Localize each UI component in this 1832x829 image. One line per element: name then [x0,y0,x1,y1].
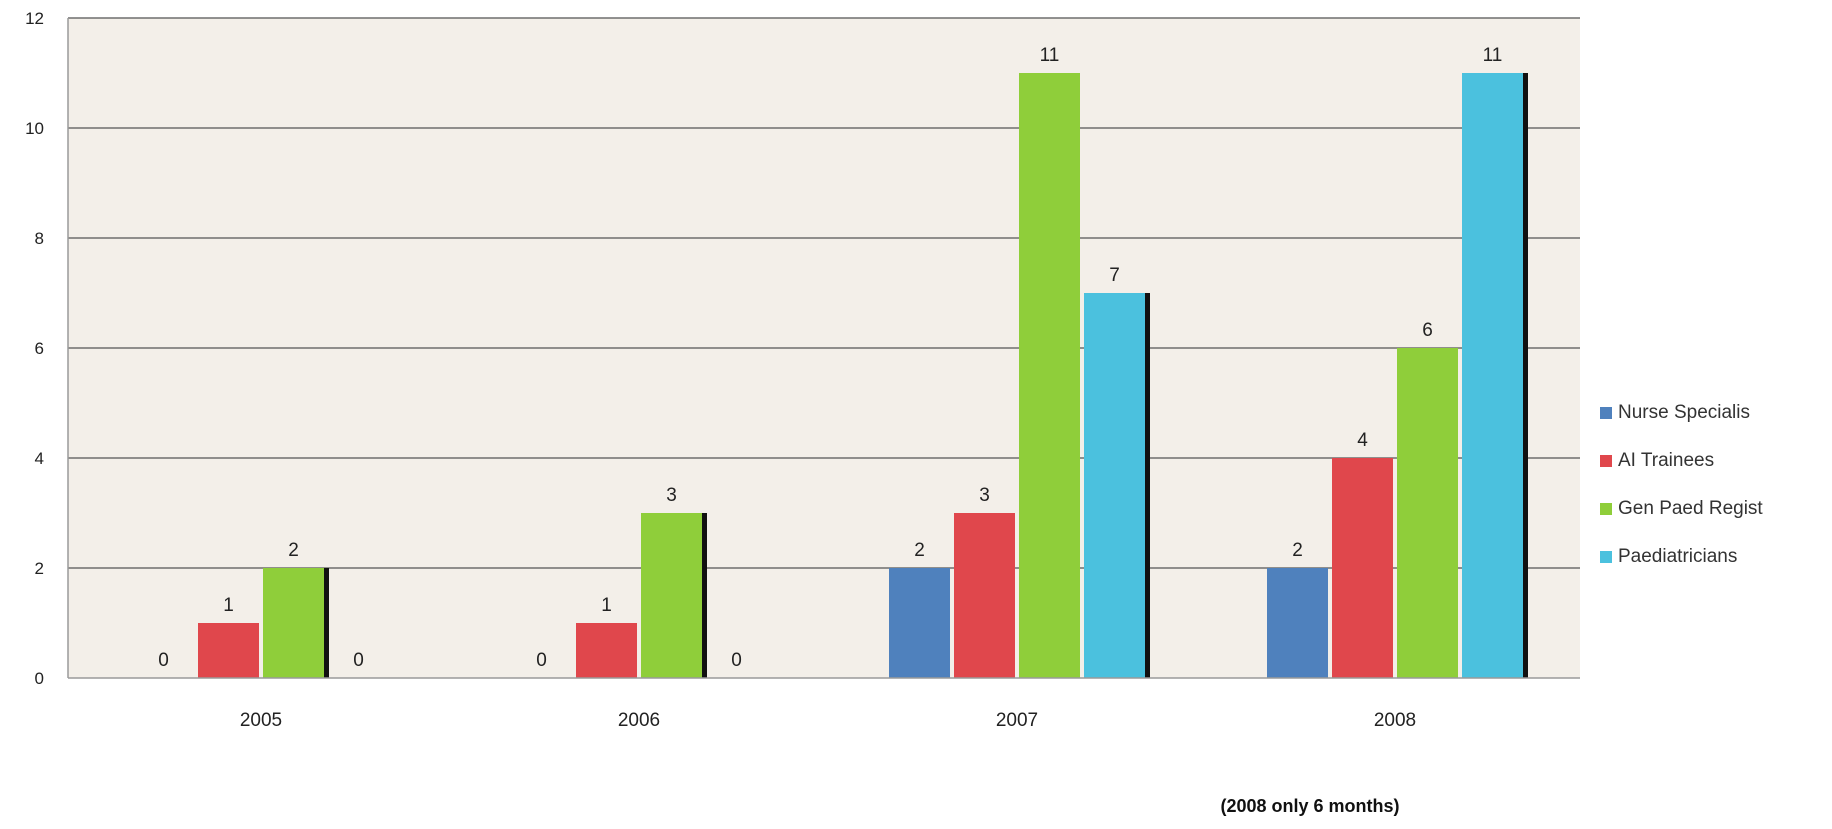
legend-swatch [1600,407,1612,419]
data-label: 7 [1109,265,1120,286]
legend-item: Paediatricians [1600,546,1737,567]
bar [1019,73,1080,678]
bar [1397,348,1458,678]
data-label: 2 [914,540,925,561]
legend-swatch [1600,455,1612,467]
bar [1332,458,1393,678]
bar [576,623,637,678]
data-label: 0 [731,650,742,671]
bar [641,513,702,678]
data-labels: 0 1 2 0 0 1 3 0 2 3 11 7 2 4 6 11 [158,45,1502,671]
bar [954,513,1015,678]
data-label: 4 [1357,430,1368,451]
legend-label: Gen Paed Regist [1618,498,1763,519]
y-axis-ticks: 0 2 4 6 8 10 12 [25,9,44,688]
bar [198,623,259,678]
y-tick-label: 12 [25,9,44,28]
legend-item: Gen Paed Regist [1600,498,1763,519]
data-label: 3 [979,485,990,506]
legend-label: AI Trainees [1618,450,1714,471]
y-tick-label: 0 [35,669,44,688]
data-label: 0 [536,650,547,671]
bar [1267,568,1328,678]
data-label: 2 [1292,540,1303,561]
data-label: 0 [353,650,364,671]
bar [1084,293,1145,678]
bar-shadow [1145,293,1150,678]
bars [198,73,1528,678]
legend: Nurse Specialis AI Trainees Gen Paed Regis… [1600,402,1763,567]
data-label: 3 [666,485,677,506]
data-label: 0 [158,650,169,671]
legend-item: Nurse Specialis [1600,402,1750,423]
chart-annotation: (2008 only 6 months) [1220,796,1399,816]
y-tick-label: 10 [25,119,44,138]
x-tick-label: 2007 [996,710,1038,731]
x-tick-label: 2008 [1374,710,1416,731]
data-label: 6 [1422,320,1433,341]
y-tick-label: 4 [35,449,44,468]
bar-shadow [702,513,707,678]
y-tick-label: 8 [35,229,44,248]
bar [1462,73,1523,678]
y-tick-label: 2 [35,559,44,578]
bar [889,568,950,678]
y-tick-label: 6 [35,339,44,358]
data-label: 1 [223,595,234,616]
legend-swatch [1600,551,1612,563]
x-tick-label: 2005 [240,710,282,731]
data-label: 1 [601,595,612,616]
data-label: 11 [1483,45,1503,66]
legend-label: Nurse Specialis [1618,402,1750,423]
x-tick-label: 2006 [618,710,660,731]
x-axis-categories: 2005 2006 2007 2008 [240,710,1416,731]
legend-swatch [1600,503,1612,515]
bar-shadow [324,568,329,678]
bar-shadow [1523,73,1528,678]
data-label: 2 [288,540,299,561]
legend-label: Paediatricians [1618,546,1737,567]
legend-item: AI Trainees [1600,450,1714,471]
bar [263,568,324,678]
data-label: 11 [1040,45,1060,66]
